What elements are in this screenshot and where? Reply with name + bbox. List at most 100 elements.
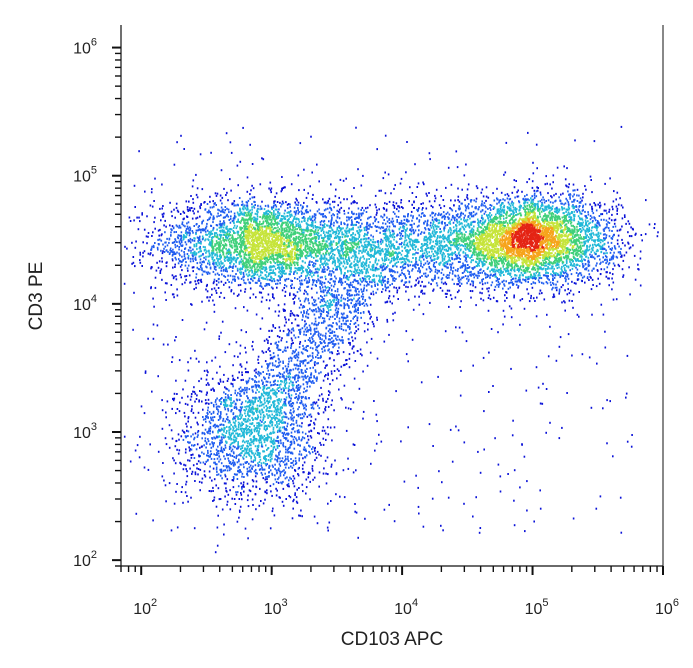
data-point <box>289 234 291 237</box>
data-point <box>259 258 261 261</box>
data-point <box>239 252 241 255</box>
data-point <box>187 269 189 272</box>
data-point <box>578 222 581 225</box>
data-point <box>267 239 269 242</box>
data-point <box>225 252 228 255</box>
data-point <box>497 278 499 281</box>
data-point <box>595 264 597 267</box>
data-point <box>531 180 534 183</box>
data-point <box>594 257 596 260</box>
data-point <box>498 220 501 223</box>
data-point <box>230 251 232 254</box>
data-point <box>542 264 545 267</box>
data-point <box>225 227 227 230</box>
data-point <box>440 195 442 198</box>
data-point <box>612 234 615 237</box>
data-point <box>551 219 554 222</box>
data-point <box>611 213 613 216</box>
data-point <box>206 283 208 286</box>
data-point <box>525 221 528 224</box>
data-point <box>553 222 556 225</box>
data-point <box>164 282 167 285</box>
data-point <box>513 186 516 189</box>
data-point <box>535 203 537 206</box>
data-point <box>531 276 533 279</box>
data-point <box>232 278 234 281</box>
data-point <box>556 261 558 264</box>
data-point <box>289 210 292 213</box>
data-point <box>516 269 519 271</box>
data-point <box>251 232 253 235</box>
data-point <box>185 200 188 203</box>
data-point <box>298 288 300 290</box>
data-point <box>146 242 148 245</box>
data-point <box>239 239 241 242</box>
data-point <box>466 194 469 197</box>
data-point <box>481 283 484 286</box>
data-point <box>629 246 632 249</box>
data-point <box>595 250 598 253</box>
data-point <box>567 241 570 244</box>
data-point <box>157 229 160 232</box>
data-point <box>492 243 494 245</box>
data-point <box>153 246 155 249</box>
data-point <box>239 209 241 212</box>
data-point <box>224 209 226 212</box>
data-point <box>509 214 511 217</box>
data-point <box>544 213 546 216</box>
data-point <box>568 213 571 216</box>
data-point <box>515 254 518 257</box>
data-point <box>561 222 563 225</box>
data-point <box>220 269 222 272</box>
data-point <box>328 226 331 229</box>
data-point <box>580 274 583 277</box>
data-point <box>264 217 266 220</box>
data-point <box>273 218 275 221</box>
data-point <box>224 255 226 258</box>
data-point <box>554 286 557 289</box>
data-point <box>567 248 569 251</box>
data-point <box>219 220 221 223</box>
data-point <box>237 230 240 233</box>
data-point <box>547 192 549 195</box>
data-point <box>581 237 583 240</box>
data-point <box>507 239 509 242</box>
data-point <box>554 219 556 221</box>
data-point <box>546 242 549 245</box>
data-point <box>180 276 182 279</box>
data-point <box>565 262 568 265</box>
data-point <box>555 255 557 258</box>
data-point <box>195 273 198 276</box>
data-point <box>264 242 266 245</box>
data-point <box>579 255 581 258</box>
data-point <box>639 250 642 253</box>
data-point <box>239 221 242 224</box>
data-point <box>539 207 542 210</box>
data-point <box>199 242 201 245</box>
data-point <box>551 211 553 214</box>
data-point <box>212 218 214 221</box>
data-point <box>560 234 563 237</box>
data-point <box>600 303 603 306</box>
data-point <box>566 225 568 228</box>
data-point <box>247 278 249 281</box>
data-point <box>188 226 191 229</box>
data-point <box>279 282 281 285</box>
data-point <box>538 273 540 276</box>
data-point <box>515 225 518 228</box>
data-point <box>262 220 265 223</box>
data-point <box>517 252 519 255</box>
data-point <box>533 257 535 259</box>
data-point <box>505 242 507 245</box>
data-point <box>551 288 553 291</box>
data-point <box>214 243 216 246</box>
data-point <box>530 294 532 297</box>
data-point <box>227 274 229 277</box>
data-point <box>576 234 579 237</box>
data-point <box>475 274 477 277</box>
data-point <box>234 232 236 234</box>
data-point <box>193 207 196 210</box>
data-point <box>521 240 523 243</box>
data-point <box>204 248 207 251</box>
data-point <box>279 256 282 259</box>
